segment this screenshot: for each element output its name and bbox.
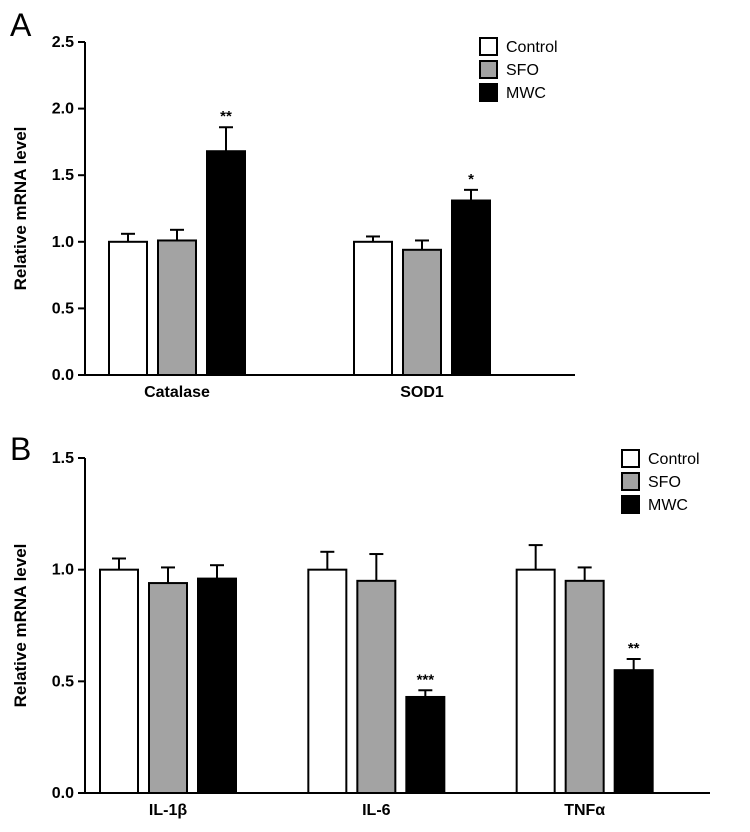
y-tick-label: 0.0	[52, 785, 74, 802]
bar-sfo-0	[148, 582, 188, 794]
bar-control-0	[99, 568, 139, 794]
y-tick-label: 2.5	[52, 34, 74, 51]
y-tick-label: 1.5	[52, 450, 74, 467]
y-axis-title: Relative mRNA level	[11, 544, 30, 708]
legend-swatch-sfo	[621, 472, 640, 491]
bar-control-0	[108, 240, 148, 376]
category-label: SOD1	[400, 384, 444, 401]
bar-sfo-1	[402, 248, 442, 377]
y-tick-label: 0.5	[52, 300, 74, 317]
bar-sfo-1	[356, 579, 397, 794]
category-label: IL-1β	[149, 802, 187, 819]
bar-mwc-1	[451, 199, 491, 376]
significance-label: **	[220, 108, 232, 125]
y-tick-label: 1.0	[52, 234, 74, 251]
bar-mwc-2	[613, 669, 654, 795]
legend-swatch-control	[621, 449, 640, 468]
legend-swatch-mwc	[621, 495, 640, 514]
y-tick-label: 1.0	[52, 562, 74, 579]
panel-label: B	[10, 431, 31, 467]
significance-label: **	[628, 640, 640, 657]
category-label: IL-6	[362, 802, 391, 819]
significance-label: *	[468, 171, 474, 188]
bar-control-1	[353, 240, 393, 376]
category-label: Catalase	[144, 384, 210, 401]
bar-mwc-1	[405, 695, 446, 795]
legend-label-mwc: MWC	[506, 85, 546, 102]
legend-label-control: Control	[506, 39, 558, 56]
y-tick-label: 0.5	[52, 673, 74, 690]
bar-sfo-2	[564, 579, 605, 794]
y-tick-label: 1.5	[52, 167, 74, 184]
y-tick-label: 2.0	[52, 101, 74, 118]
panel-a-chart: A 0.0 0.5 1.0 1.5 2.0 2.5 Relative mRNA level Ca…	[10, 7, 575, 401]
bar-mwc-0	[206, 150, 246, 376]
legend-swatch-mwc	[479, 83, 498, 102]
category-label: TNFα	[564, 802, 605, 819]
legend-swatch-control	[479, 37, 498, 56]
bar-sfo-0	[157, 239, 197, 376]
bar-control-1	[307, 568, 348, 794]
y-tick-label: 0.0	[52, 367, 74, 384]
panel-label: A	[10, 7, 32, 43]
y-axis-title: Relative mRNA level	[11, 127, 30, 291]
legend-label-sfo: SFO	[506, 62, 539, 79]
panel-b-chart: B 0.0 0.5 1.0 1.5 Relative mRNA level IL-1β IL-…	[10, 431, 710, 819]
legend-label-sfo: SFO	[648, 474, 681, 491]
bar-mwc-0	[197, 577, 237, 794]
legend-label-mwc: MWC	[648, 497, 688, 514]
legend-label-control: Control	[648, 451, 700, 468]
bar-control-2	[515, 568, 556, 794]
legend-swatch-sfo	[479, 60, 498, 79]
significance-label: ***	[417, 671, 435, 688]
